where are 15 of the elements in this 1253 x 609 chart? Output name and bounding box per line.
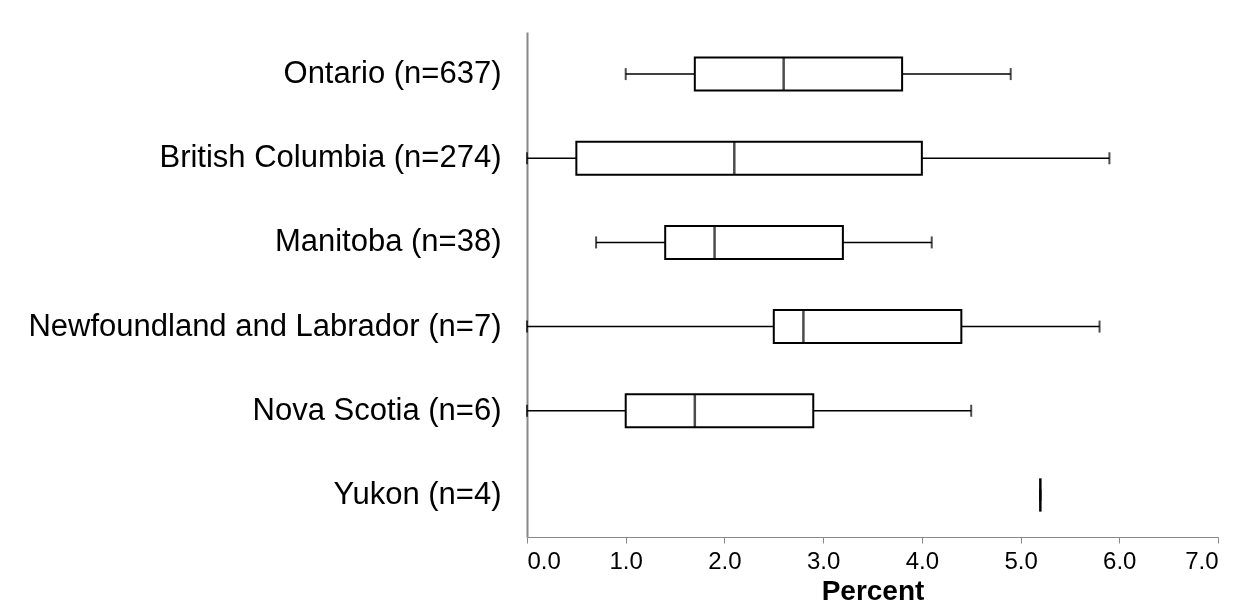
y-tick-label: British Columbia (n=274) <box>159 139 502 175</box>
x-tick-label: 1.0 <box>609 546 643 574</box>
y-tick-label: Manitoba (n=38) <box>274 223 502 259</box>
x-tick-label: 0.0 <box>527 546 561 574</box>
x-tick-label: 7.0 <box>1185 546 1219 574</box>
x-tick-label: 3.0 <box>806 546 841 574</box>
y-tick-label: Ontario (n=637) <box>283 55 502 91</box>
y-tick-label: Nova Scotia (n=6) <box>252 391 502 427</box>
y-tick-label: Newfoundland and Labrador (n=7) <box>28 307 502 343</box>
x-tick-label: 6.0 <box>1103 546 1137 574</box>
x-tick-label: 4.0 <box>905 546 940 574</box>
x-axis-title: Percent <box>821 574 925 606</box>
y-tick-label: Yukon (n=4) <box>333 475 502 511</box>
x-tick-label: 5.0 <box>1004 546 1038 574</box>
x-tick-label: 2.0 <box>708 546 742 574</box>
